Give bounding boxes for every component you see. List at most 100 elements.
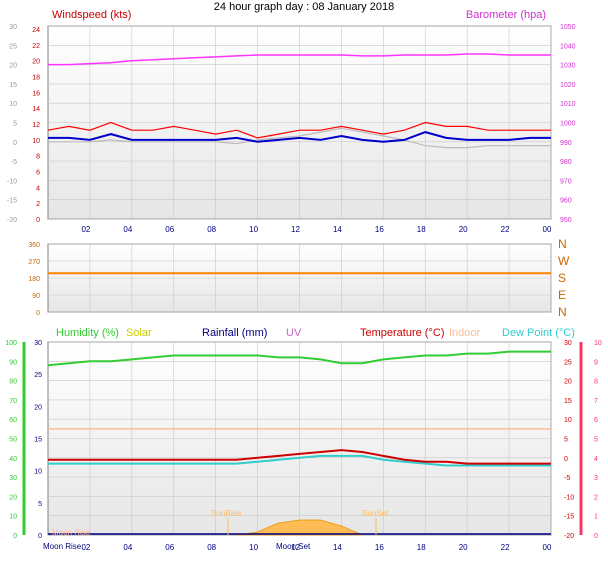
dir-axis-tick: 0 bbox=[36, 310, 40, 317]
wind-x-tick: 04 bbox=[123, 225, 132, 234]
baro-axis-tick: 960 bbox=[560, 198, 572, 205]
humidity-axis-tick: 70 bbox=[9, 398, 17, 405]
temp-axis-tick: -5 bbox=[564, 475, 570, 482]
temp-x-tick: 10 bbox=[249, 543, 258, 552]
temp-x-tick: 08 bbox=[207, 543, 216, 552]
uv-axis-tick: 4 bbox=[594, 456, 598, 463]
wind-x-tick: 18 bbox=[417, 225, 426, 234]
wind-axis-inner-tick: 22 bbox=[32, 43, 40, 50]
baro-axis-tick: 1030 bbox=[560, 63, 576, 70]
humidity-axis-tick: 90 bbox=[9, 359, 17, 366]
baro-axis-tick: 1040 bbox=[560, 43, 576, 50]
second-line bbox=[48, 127, 551, 149]
series-lines bbox=[47, 53, 551, 536]
baro-line bbox=[48, 53, 551, 66]
rain-axis-tick: 15 bbox=[34, 437, 42, 444]
baro-axis-tick: 1020 bbox=[560, 82, 576, 89]
humidity-line bbox=[47, 350, 551, 367]
wind-x-tick: 14 bbox=[333, 225, 342, 234]
dir-compass-tick: N bbox=[558, 237, 567, 251]
sunset-annotation: SunSet bbox=[362, 509, 389, 518]
humidity-axis-tick: 20 bbox=[9, 494, 17, 501]
uv-axis-tick: 0 bbox=[594, 533, 598, 540]
uv-axis-tick: 5 bbox=[594, 437, 598, 444]
temp-axis-tick: -15 bbox=[564, 514, 574, 521]
temp-axis-tick: 30 bbox=[564, 340, 572, 347]
wind-axis-inner-tick: 20 bbox=[32, 59, 40, 66]
wind-axis-outer-tick: -20 bbox=[7, 217, 17, 224]
dir-axis-tick: 360 bbox=[28, 242, 40, 249]
humidity-label: Humidity (%) bbox=[56, 327, 119, 339]
temp-x-tick: 18 bbox=[417, 543, 426, 552]
uv-axis-tick: 3 bbox=[594, 475, 598, 482]
humidity-axis-tick: 100 bbox=[5, 340, 17, 347]
wind-axis-inner-tick: 12 bbox=[32, 122, 40, 129]
rain-axis-tick: 25 bbox=[34, 372, 42, 379]
uv-axis-tick: 2 bbox=[594, 494, 598, 501]
wind-axis-outer-tick: 25 bbox=[9, 43, 17, 50]
humidity-axis-tick: 0 bbox=[13, 533, 17, 540]
uv-axis-tick: 9 bbox=[594, 359, 598, 366]
humidity-axis-tick: 60 bbox=[9, 417, 17, 424]
moonset-annotation: Moon Set bbox=[276, 542, 311, 551]
dir-compass-tick: S bbox=[558, 271, 566, 285]
wind-axis-outer-tick: 5 bbox=[13, 121, 17, 128]
rain-axis-tick: 30 bbox=[34, 340, 42, 347]
windspeed-label: Windspeed (kts) bbox=[52, 9, 131, 21]
baro-axis-tick: 950 bbox=[560, 217, 572, 224]
wind-axis-inner-tick: 8 bbox=[36, 154, 40, 161]
temp-x-tick: 12 bbox=[291, 543, 300, 552]
dir-axis-tick: 180 bbox=[28, 276, 40, 283]
temp-axis-tick: -20 bbox=[564, 533, 574, 540]
wind-x-tick: 16 bbox=[375, 225, 384, 234]
temperature-label: Temperature (°C) bbox=[360, 327, 444, 339]
wind-x-tick: 10 bbox=[249, 225, 258, 234]
uv-axis-tick: 10 bbox=[594, 340, 602, 347]
baro-axis-tick: 980 bbox=[560, 159, 572, 166]
dir-compass-tick: W bbox=[558, 254, 570, 268]
temp-axis-tick: 25 bbox=[564, 359, 572, 366]
wind-axis-inner-tick: 18 bbox=[32, 75, 40, 82]
baro-axis-tick: 1050 bbox=[560, 24, 576, 31]
dir-axis-tick: 270 bbox=[28, 259, 40, 266]
wind-axis-outer-tick: -5 bbox=[11, 159, 17, 166]
temp-axis-tick: 10 bbox=[564, 417, 572, 424]
temp-axis-tick: -10 bbox=[564, 494, 574, 501]
dewpoint-line bbox=[48, 454, 551, 467]
wind-x-tick: 02 bbox=[81, 225, 90, 234]
temp-x-tick: 20 bbox=[459, 543, 468, 552]
solar-label: Solar bbox=[126, 327, 152, 339]
humidity-axis-tick: 80 bbox=[9, 379, 17, 386]
rainfall-label: Rainfall (mm) bbox=[202, 327, 267, 339]
temp-x-tick: 04 bbox=[123, 543, 132, 552]
wind-axis-outer-tick: 30 bbox=[9, 24, 17, 31]
uv-label: UV bbox=[286, 327, 302, 339]
wind-axis-inner-tick: 10 bbox=[32, 138, 40, 145]
barometer-label: Barometer (hpa) bbox=[466, 9, 546, 21]
temp-axis-tick: 15 bbox=[564, 398, 572, 405]
temp-x-tick: 16 bbox=[375, 543, 384, 552]
temp-axis-tick: 0 bbox=[564, 456, 568, 463]
temp-x-tick: 00 bbox=[543, 543, 552, 552]
humidity-axis-tick: 50 bbox=[9, 437, 17, 444]
dir-compass-tick: N bbox=[558, 305, 567, 319]
wind-axis-inner-tick: 16 bbox=[32, 90, 40, 97]
sunrise-annotation: SunRise bbox=[211, 509, 242, 518]
dir-axis-tick: 90 bbox=[32, 293, 40, 300]
wind-axis-outer-tick: -10 bbox=[7, 178, 17, 185]
uv-axis-tick: 6 bbox=[594, 417, 598, 424]
wind-x-tick: 00 bbox=[543, 225, 552, 234]
uv-axis-tick: 1 bbox=[594, 514, 598, 521]
wind-axis-inner-tick: 6 bbox=[36, 170, 40, 177]
temp-axis-tick: 5 bbox=[564, 437, 568, 444]
baro-axis-tick: 1010 bbox=[560, 101, 576, 108]
avg-wind-line bbox=[48, 131, 551, 143]
baro-axis-tick: 970 bbox=[560, 178, 572, 185]
wind-axis-outer-tick: 10 bbox=[9, 101, 17, 108]
humidity-axis-tick: 10 bbox=[9, 514, 17, 521]
temp-axis-tick: 20 bbox=[564, 379, 572, 386]
humidity-axis-tick: 40 bbox=[9, 456, 17, 463]
dewpoint-label: Dew Point (°C) bbox=[502, 327, 575, 339]
temp-x-tick: 02 bbox=[81, 543, 90, 552]
temp-x-tick: 06 bbox=[165, 543, 174, 552]
